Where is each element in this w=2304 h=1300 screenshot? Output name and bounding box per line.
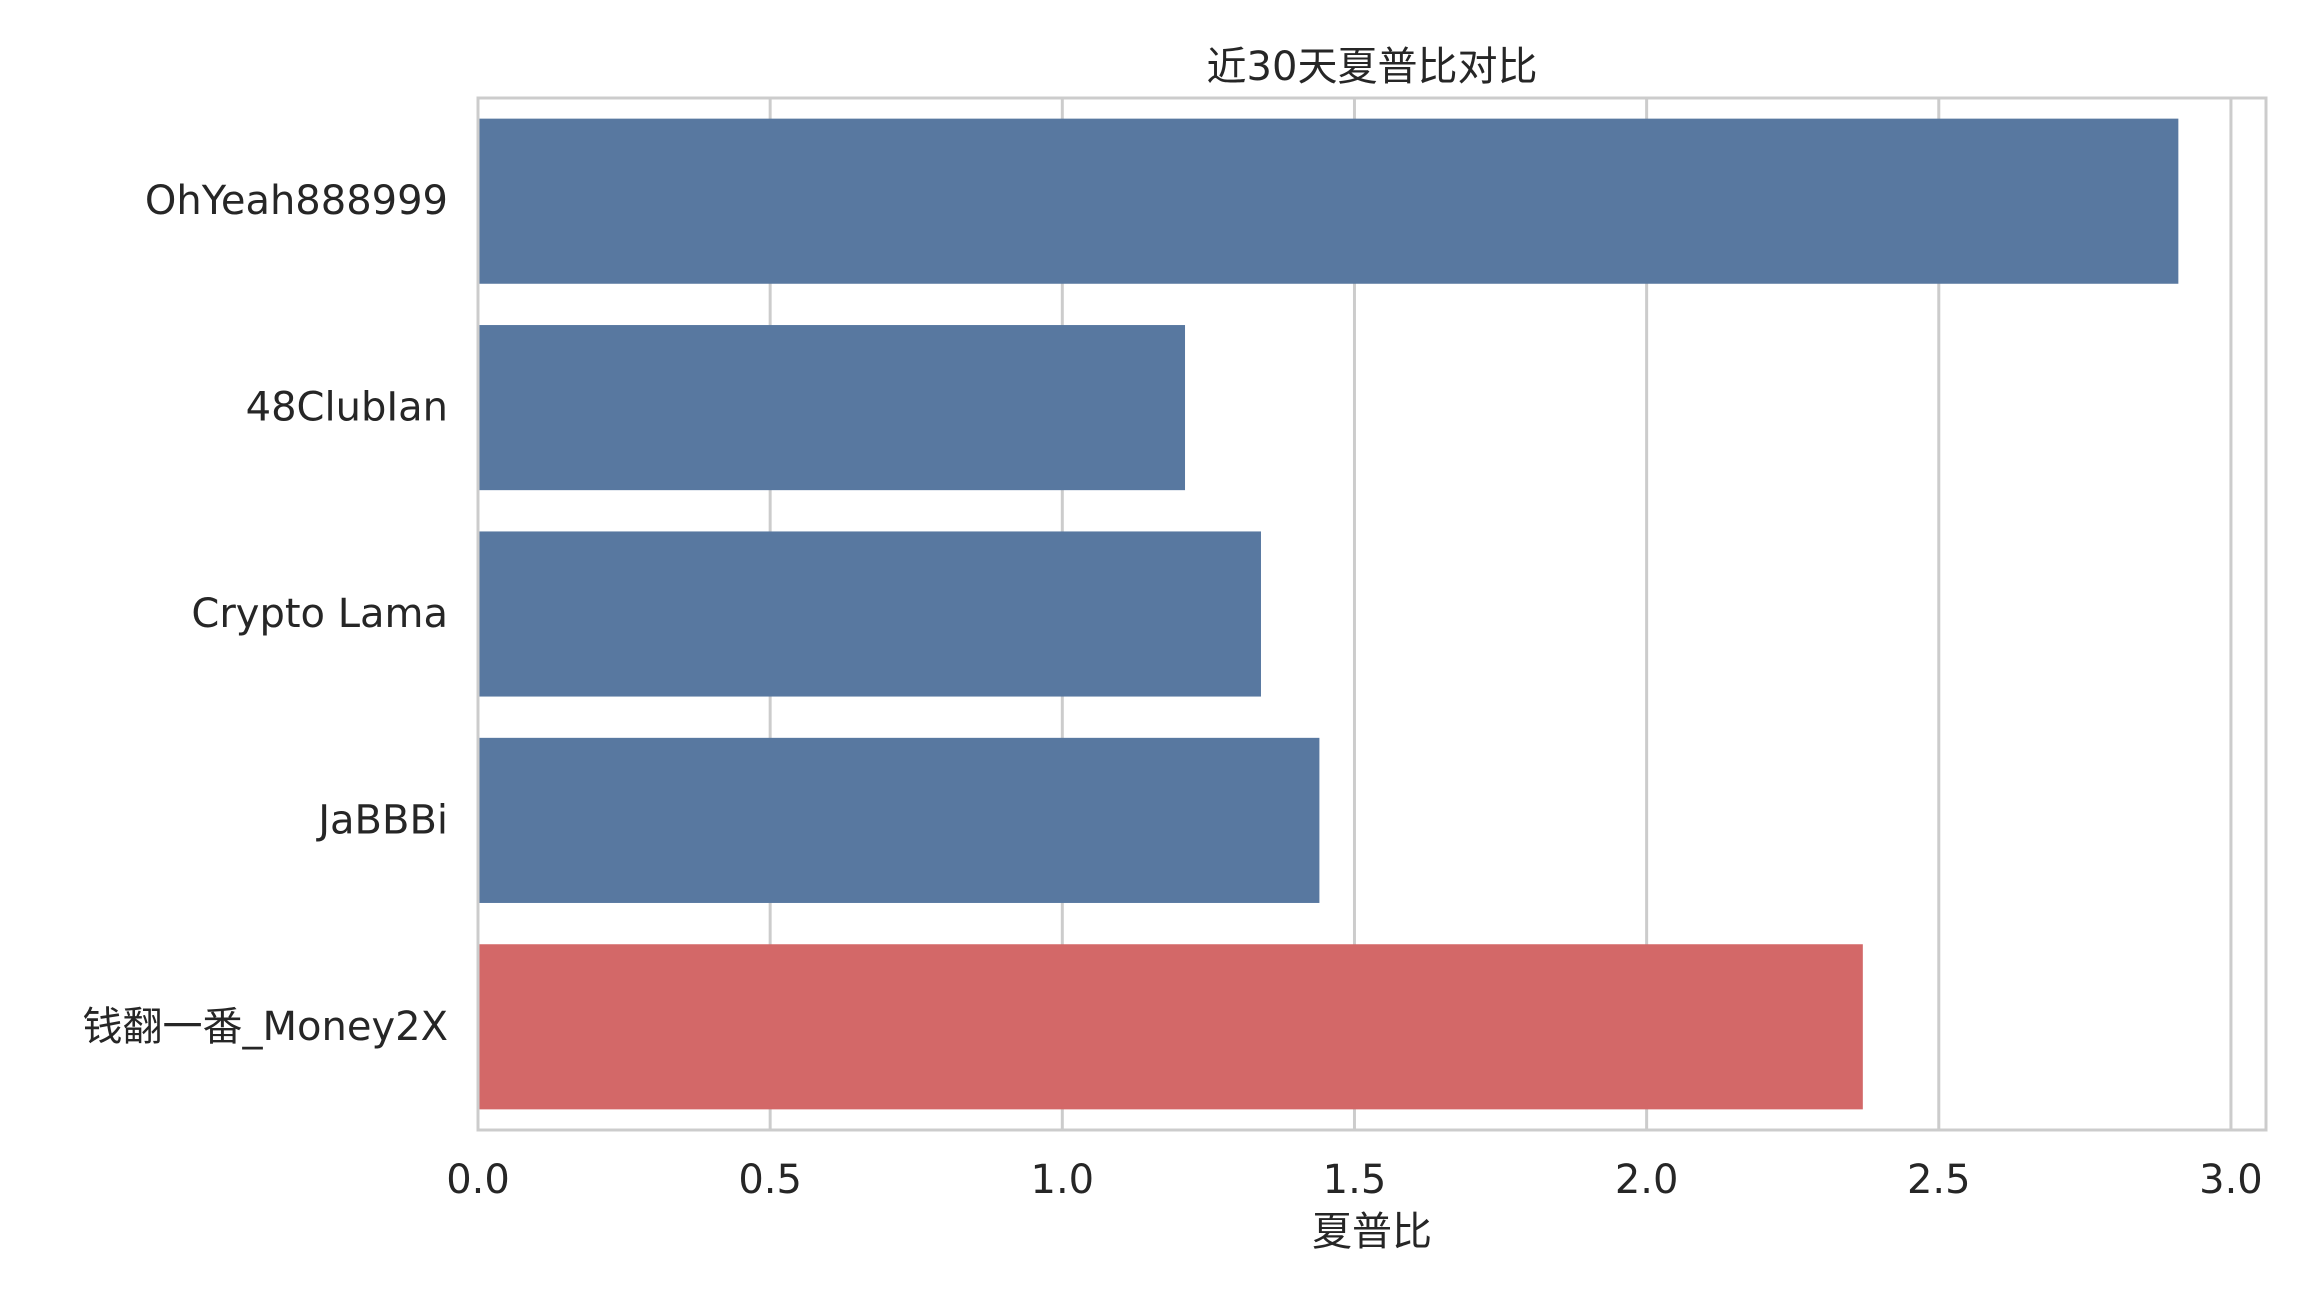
plot-frame — [476, 96, 2268, 1132]
x-tick-label: 3.0 — [2199, 1157, 2263, 1203]
x-tick-labels: 0.0 0.5 1.0 1.5 2.0 2.5 3.0 — [446, 1157, 2263, 1203]
chart-title: 近30天夏普比对比 — [1207, 44, 1538, 90]
bar — [478, 737, 1320, 903]
x-tick-label: 2.5 — [1907, 1157, 1971, 1203]
y-tick-label: 48ClubIan — [246, 385, 448, 431]
bar — [478, 118, 2179, 284]
y-tick-label: 钱翻一番_Money2X — [83, 1004, 448, 1050]
bar-layer — [478, 118, 2179, 1110]
y-tick-labels: OhYeah888999 48ClubIan Crypto Lama JaBBBi 钱翻… — [83, 178, 448, 1050]
bar — [478, 325, 1186, 491]
bar — [478, 944, 1863, 1110]
y-tick-label: JaBBBi — [315, 797, 448, 843]
y-tick-label: Crypto Lama — [191, 591, 448, 637]
bar — [478, 531, 1261, 697]
x-tick-label: 1.0 — [1031, 1157, 1095, 1203]
x-tick-label: 1.5 — [1323, 1157, 1387, 1203]
x-tick-label: 0.5 — [738, 1157, 802, 1203]
x-tick-label: 0.0 — [446, 1157, 510, 1203]
x-tick-label: 2.0 — [1615, 1157, 1679, 1203]
x-axis-label: 夏普比 — [1312, 1209, 1432, 1255]
y-tick-label: OhYeah888999 — [145, 178, 448, 224]
